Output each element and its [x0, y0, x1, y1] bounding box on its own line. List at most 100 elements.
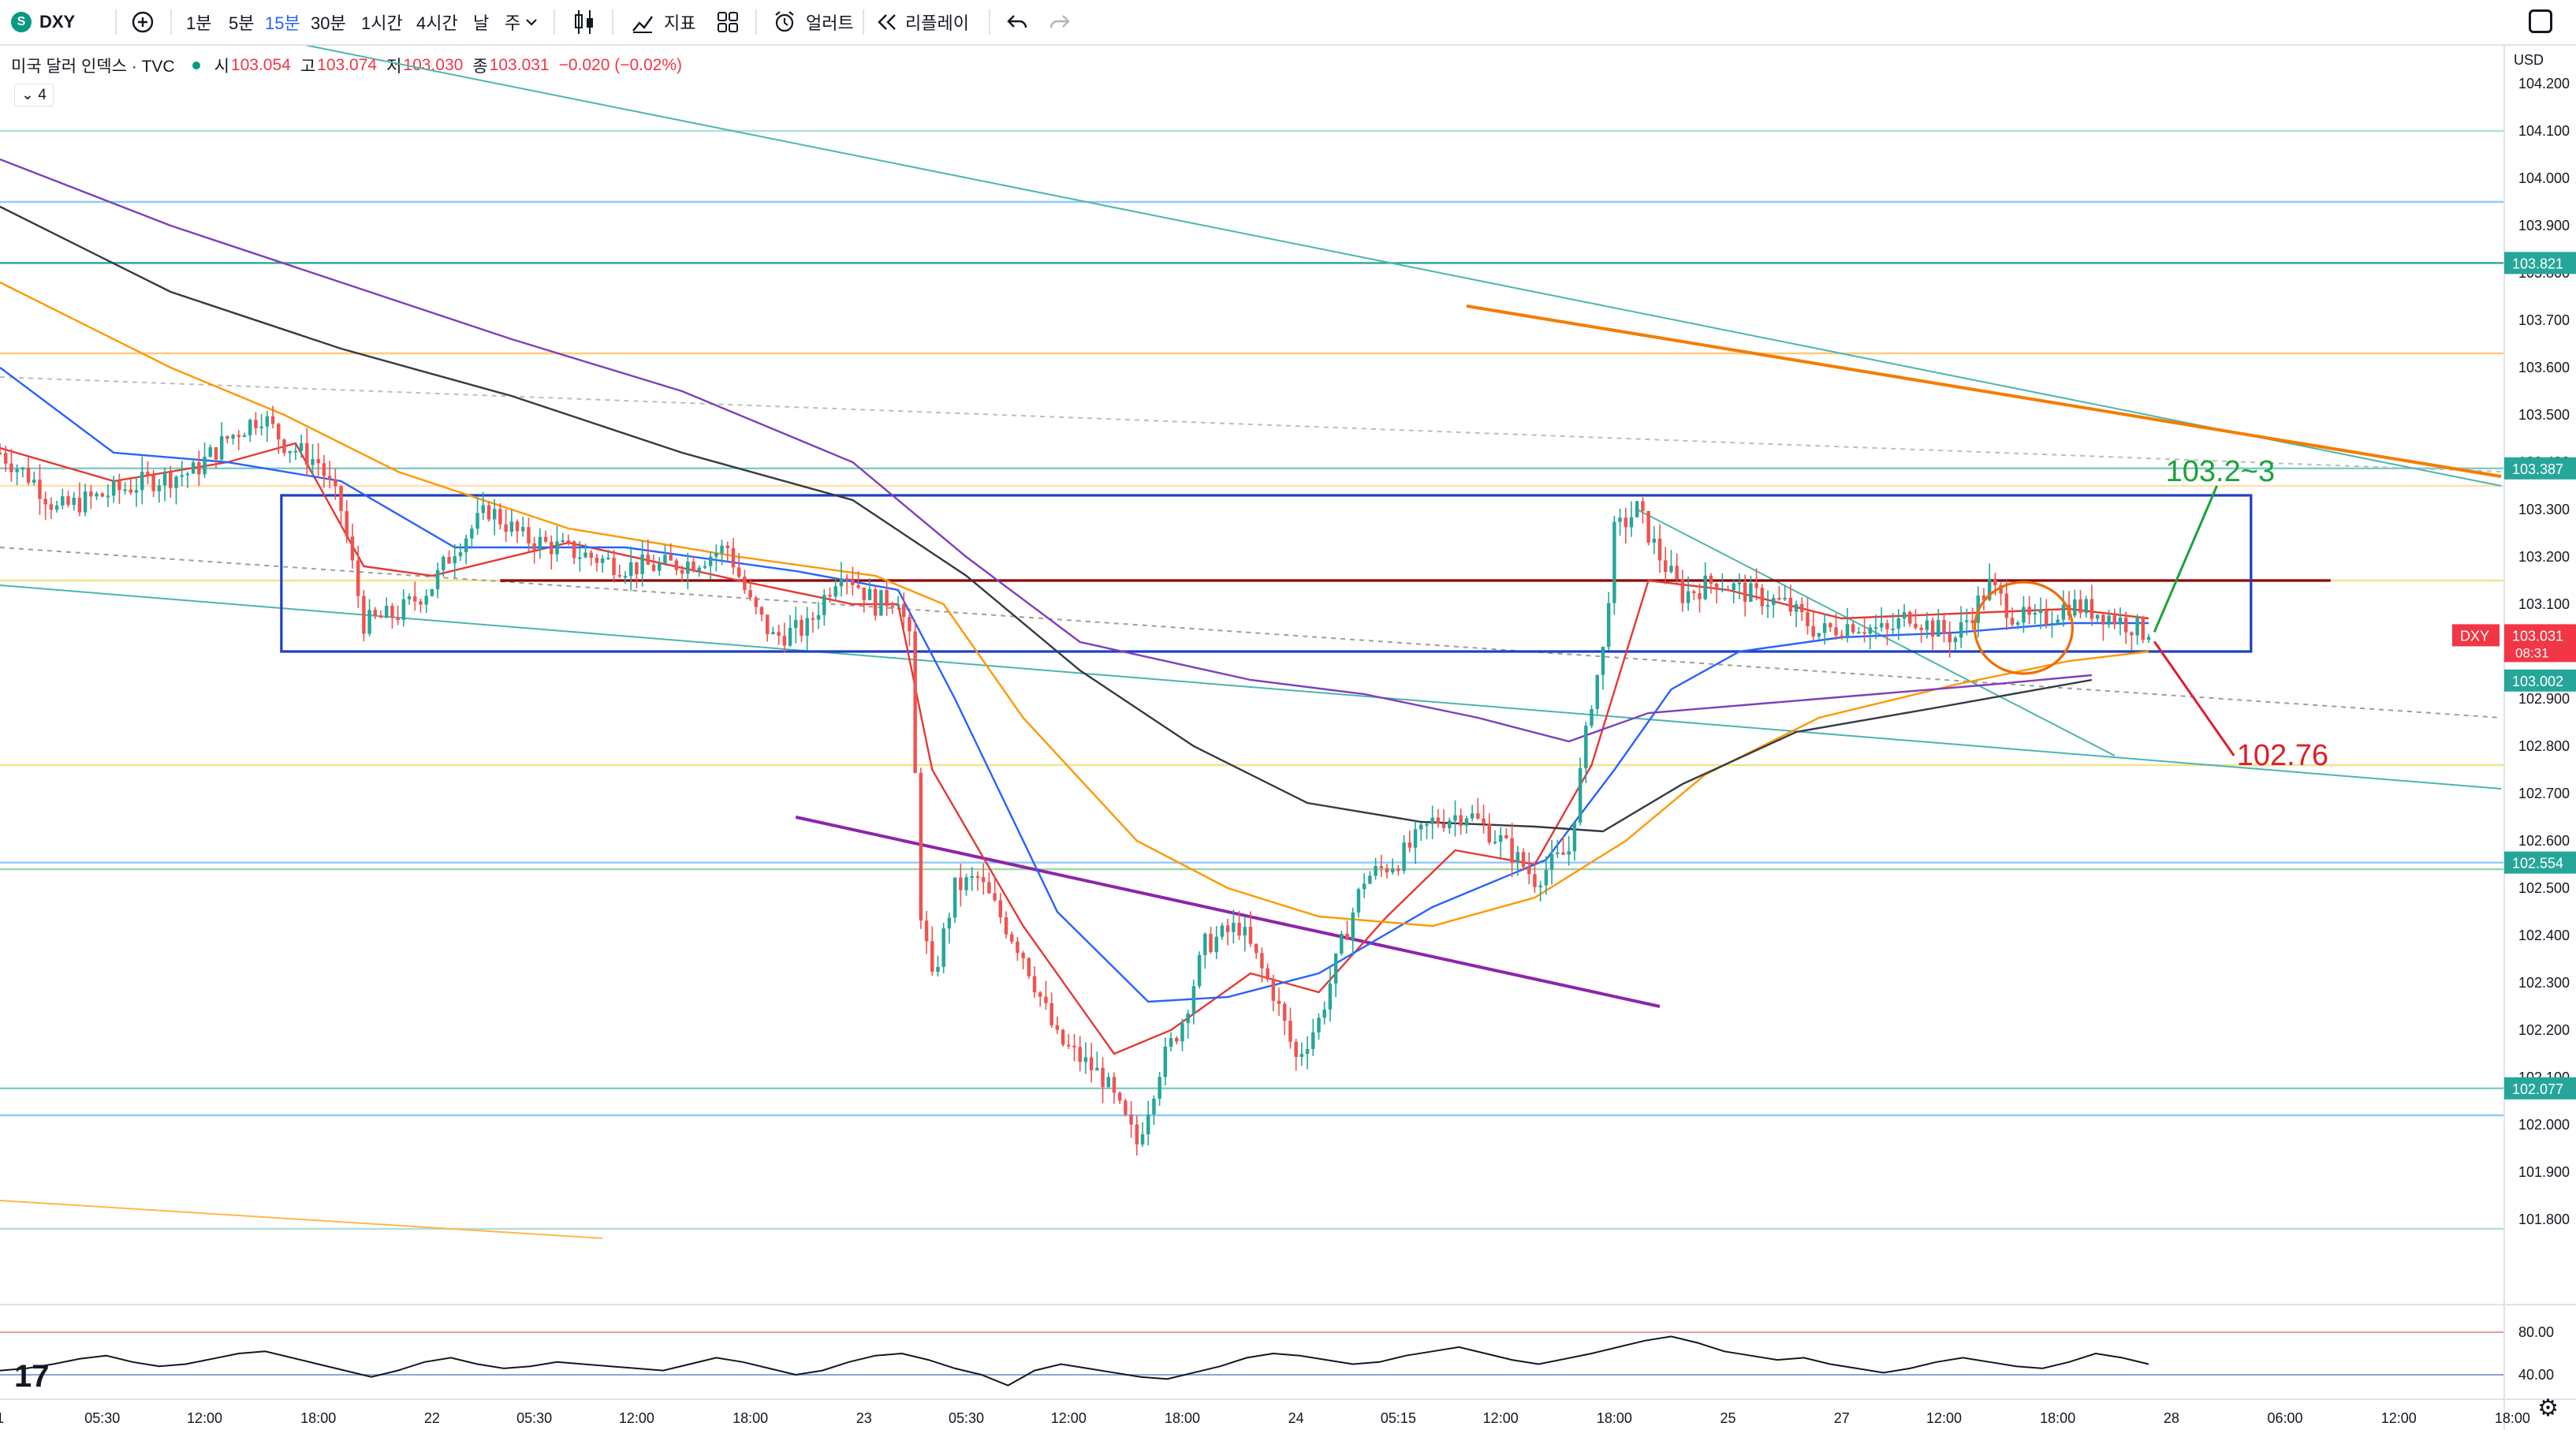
candle-body	[1783, 597, 1787, 599]
candle-body	[1521, 852, 1526, 868]
candle-body	[1953, 637, 1958, 643]
candle-body	[89, 491, 93, 497]
candle-body	[873, 588, 878, 616]
interval-dropdown-chevron-icon[interactable]	[525, 0, 538, 44]
interval-button[interactable]: 4시간	[416, 13, 458, 33]
legend-change-value: −0.020 (−0.02%)	[558, 56, 683, 74]
chart-settings-gear-icon[interactable]: ⚙	[2537, 1395, 2559, 1421]
candle-body	[1220, 925, 1225, 937]
candle-body	[3, 453, 8, 464]
candle-body	[1067, 1044, 1071, 1047]
candle-body	[1385, 868, 1389, 872]
candle-body	[1919, 627, 1923, 630]
time-tick-label: 24	[1288, 1410, 1304, 1426]
compare-add-icon[interactable]	[131, 0, 155, 44]
candle-body	[356, 560, 360, 596]
candle-body	[714, 553, 718, 557]
interval-button[interactable]: 15분	[265, 13, 300, 33]
candle-body	[1549, 853, 1554, 870]
price-tick-label: 102.600	[2518, 833, 2570, 849]
candle-body	[828, 595, 832, 597]
alert-button[interactable]: 얼러트	[773, 0, 854, 44]
candle-body	[1476, 813, 1480, 819]
candle-body	[583, 552, 587, 558]
candle-body	[1328, 983, 1333, 1010]
candle-body	[606, 558, 610, 560]
price-tick-label: 102.800	[2518, 738, 2570, 754]
bearish-projection-arrow	[2153, 640, 2235, 756]
candle-body	[811, 618, 815, 620]
candle-body	[856, 584, 860, 588]
symbol-logo-icon: S	[11, 12, 32, 32]
interval-button[interactable]: 30분	[311, 13, 346, 33]
candle-body	[288, 450, 292, 454]
candle-body	[2141, 616, 2145, 640]
candle-body	[293, 450, 298, 453]
candle-body	[993, 893, 997, 901]
candle-body	[879, 590, 883, 616]
candle-body	[458, 552, 463, 557]
candle-body	[9, 463, 13, 472]
candle-body	[862, 588, 867, 600]
candle-body	[1055, 1025, 1060, 1030]
candle-body	[771, 632, 775, 634]
candle-body	[1209, 933, 1213, 952]
interval-button[interactable]: 1분	[186, 13, 212, 33]
candle-body	[1260, 953, 1264, 969]
price-tick-label: 103.600	[2518, 360, 2570, 375]
candle-body	[623, 576, 628, 578]
templates-grid-icon[interactable]	[716, 0, 740, 44]
candle-body	[1379, 865, 1384, 868]
candle-body	[1885, 623, 1889, 629]
candle-body	[367, 610, 371, 634]
bar-countdown-text: 08:31	[2515, 645, 2549, 660]
legend-collapse-toggle[interactable]: ⌄ 4	[14, 84, 54, 106]
time-tick-label: 12:00	[2381, 1410, 2417, 1426]
candle-body	[38, 480, 42, 499]
price-chart[interactable]: 103.2~3 102.76 80.00 40.00 17 104.200 104.10…	[0, 46, 2576, 1430]
candle-body	[1049, 1002, 1053, 1025]
candle-body	[1140, 1134, 1145, 1144]
moving-average-line	[0, 367, 2149, 1003]
candle-body	[1538, 885, 1542, 887]
candle-body	[844, 577, 849, 580]
candle-body	[21, 468, 25, 470]
candle-body	[543, 536, 548, 542]
indicators-button[interactable]: 지표	[631, 0, 695, 44]
candle-body	[1106, 1077, 1111, 1088]
candle-body	[1351, 912, 1355, 940]
candle-body	[1248, 927, 1253, 944]
candle-body	[66, 496, 70, 506]
candle-body	[2015, 622, 2020, 625]
undo-icon[interactable]	[1006, 0, 1028, 44]
candle-body	[504, 524, 508, 532]
interval-button[interactable]: 1시간	[361, 13, 403, 33]
replay-button[interactable]: 리플레이	[877, 0, 969, 44]
candle-body	[1862, 632, 1866, 634]
legend-symbol-title[interactable]: 미국 달러 인덱스 · TVC	[11, 58, 175, 76]
candle-body	[686, 562, 690, 574]
interval-button[interactable]: 날	[473, 13, 490, 33]
candle-body	[2004, 593, 2009, 618]
legend-open-value: 103.054	[230, 56, 291, 74]
time-tick-label: 25	[1720, 1410, 1736, 1426]
bullish-projection-arrow	[2153, 485, 2218, 633]
candle-body	[617, 574, 622, 577]
interval-button[interactable]: 주	[505, 13, 521, 33]
redo-icon[interactable]	[1049, 0, 1071, 44]
candle-body	[157, 485, 162, 491]
candle-body	[1834, 627, 1838, 636]
symbol-search[interactable]: S DXY	[11, 0, 75, 44]
candle-body	[1657, 538, 1662, 561]
candle-body	[2107, 615, 2111, 625]
candle-body	[941, 928, 945, 967]
chart-type-candles-icon[interactable]	[572, 0, 596, 44]
time-tick-label: 23	[856, 1410, 872, 1426]
fullscreen-icon[interactable]	[2529, 9, 2552, 33]
candle-body	[1117, 1092, 1122, 1101]
interval-button[interactable]: 5분	[229, 13, 255, 33]
candle-body	[1396, 868, 1400, 872]
dotted-regression-line	[0, 547, 2502, 719]
candle-body	[1822, 623, 1827, 633]
rsi-line	[0, 1335, 2149, 1387]
